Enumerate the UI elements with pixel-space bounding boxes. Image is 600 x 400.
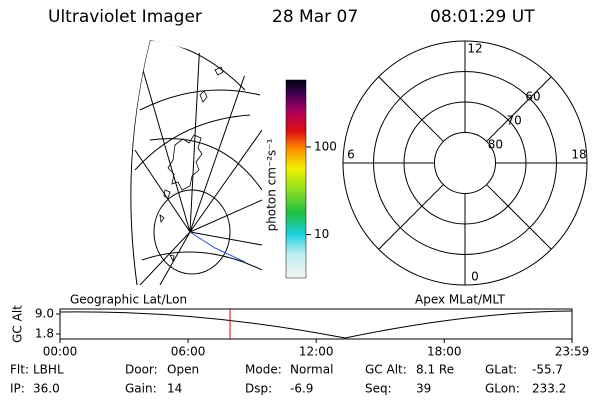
colorbar-tick-label: 100 — [314, 139, 337, 153]
mlt-spoke — [486, 76, 552, 142]
lat-label: 80 — [488, 137, 503, 151]
map-label: Geographic Lat/Lon — [70, 293, 187, 307]
lat-label: 60 — [525, 89, 540, 103]
field-label: Seq: — [365, 382, 392, 396]
field-label: IP: — [10, 382, 25, 396]
field-label: Mode: — [245, 363, 282, 377]
x-tick-label: 00:00 — [43, 345, 78, 359]
mlt-spoke — [378, 76, 444, 142]
field-value: -6.9 — [290, 382, 313, 396]
x-tick-label: 18:00 — [427, 345, 462, 359]
field-value: 8.1 Re — [416, 363, 454, 377]
mlt-label: 18 — [571, 148, 586, 162]
y-tick-label: 9.0 — [35, 307, 54, 321]
field-value: 36.0 — [33, 382, 60, 396]
field-label: Dsp: — [245, 382, 272, 396]
time: 08:01:29 UT — [430, 7, 535, 27]
field-value: 233.2 — [532, 382, 566, 396]
date: 28 Mar 07 — [272, 7, 358, 27]
mlt-label: 0 — [471, 270, 479, 284]
x-tick-label: 06:00 — [171, 345, 206, 359]
field-label: Gain: — [125, 382, 157, 396]
altitude-curve — [59, 310, 573, 339]
field-label: Door: — [125, 363, 158, 377]
field-value: -55.7 — [532, 363, 563, 377]
field-label: GC Alt: — [365, 363, 407, 377]
field-value: LBHL — [33, 363, 64, 377]
field-value: Normal — [290, 363, 333, 377]
lat-circle — [434, 132, 496, 194]
field-value: 39 — [416, 382, 431, 396]
field-value: Open — [167, 363, 199, 377]
field-label: GLon: — [485, 382, 520, 396]
lat-label: 70 — [507, 113, 522, 127]
mlt-label: 6 — [347, 148, 355, 162]
colorbar — [285, 79, 307, 279]
field-label: Flt: — [10, 363, 29, 377]
title: Ultraviolet Imager — [48, 7, 202, 27]
field-value: 14 — [167, 382, 182, 396]
colorbar-tick-label: 10 — [314, 227, 329, 241]
timeline-y-title: GC Alt — [11, 305, 25, 343]
x-tick-label: 12:00 — [299, 345, 334, 359]
map — [130, 40, 262, 285]
polar-label: Apex MLat/MLT — [415, 293, 505, 307]
colorbar-label: photon cm⁻²s⁻¹ — [265, 138, 279, 231]
y-tick-label: 1.8 — [35, 327, 54, 341]
field-label: GLat: — [485, 363, 517, 377]
mlt-spoke — [378, 184, 444, 250]
mlt-spoke — [486, 184, 552, 250]
x-tick-label: 23:59 — [555, 345, 590, 359]
mlt-label: 12 — [467, 42, 482, 56]
